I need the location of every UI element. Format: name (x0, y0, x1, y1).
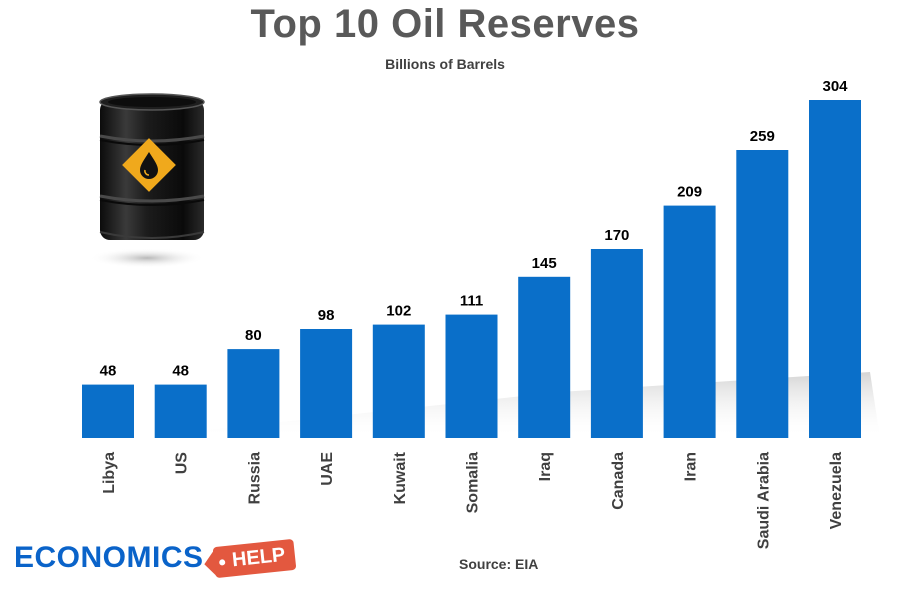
data-label: 170 (604, 227, 629, 244)
data-label: 48 (172, 363, 189, 380)
category-label: Saudi Arabia (755, 452, 772, 549)
data-label: 209 (677, 184, 702, 201)
bar-iraq (518, 276, 571, 438)
category-label: Libya (101, 452, 118, 494)
bar-russia (227, 349, 280, 438)
chart-title: Top 10 Oil Reserves (250, 2, 640, 46)
data-label: 48 (100, 363, 117, 380)
category-label: UAE (319, 452, 336, 486)
bar-somalia (445, 314, 498, 438)
category-label: Russia (246, 452, 263, 505)
bar-uae (300, 329, 353, 438)
category-label: Somalia (465, 452, 482, 513)
chart-subtitle: Billions of Barrels (385, 56, 505, 72)
logo-tag: HELP (212, 538, 297, 578)
bars-group: 48 Libya 48 US 80 Russia 98 UAE 102 Kuwait 111 Soma… (82, 78, 861, 549)
bar-us (154, 384, 207, 438)
oil-barrel-icon (89, 90, 212, 275)
bar-kuwait (372, 324, 425, 438)
source-note: Source: EIA (459, 556, 539, 572)
category-label: Kuwait (392, 451, 409, 504)
bar-canada (590, 249, 643, 438)
data-label: 259 (750, 128, 775, 145)
category-label: Canada (610, 452, 627, 510)
category-label: Iran (683, 452, 700, 481)
data-label: 98 (318, 307, 335, 324)
logo-tag-text: HELP (230, 543, 286, 571)
category-label: US (174, 452, 191, 475)
logo-text: ECONOMICS (14, 541, 204, 574)
category-label: Iraq (537, 452, 554, 481)
bar-saudi-arabia (736, 150, 789, 438)
category-label: Venezuela (828, 452, 845, 529)
data-label: 304 (822, 78, 848, 95)
bar-libya (82, 384, 134, 438)
bar-venezuela (809, 100, 861, 438)
data-label: 80 (245, 327, 262, 344)
data-label: 111 (460, 293, 483, 310)
data-label: 145 (532, 255, 557, 272)
bar-iran (663, 205, 716, 438)
economics-help-logo: ECONOMICS HELP (14, 538, 297, 578)
data-label: 102 (386, 303, 411, 320)
